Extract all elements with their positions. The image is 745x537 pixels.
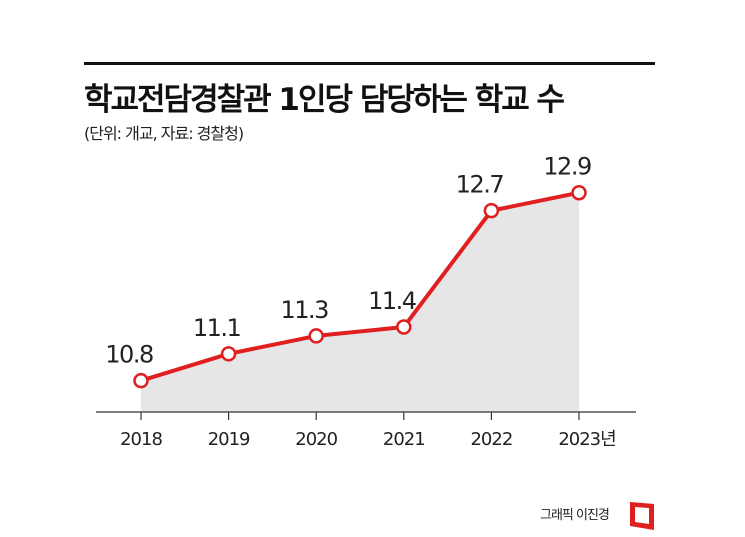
x-tick-label: 2021 [383,429,425,450]
data-label: 10.8 [105,341,153,369]
x-tick-label: 2023년 [558,429,615,450]
publisher-logo-icon [630,502,654,530]
chart-title: 학교전담경찰관 1인당 담당하는 학교 수 [84,82,565,118]
data-label: 11.1 [193,314,241,342]
data-point [220,346,237,362]
chart-subtitle: (단위: 개교, 자료: 경찰청) [84,124,244,143]
x-tick-label: 2022 [470,429,512,450]
data-point [396,319,412,335]
x-tick-label: 2019 [208,429,250,450]
data-label: 11.3 [280,296,328,324]
graphic-credit: 그래픽 이진경 [540,508,610,523]
data-label: 11.4 [368,287,416,315]
data-label: 12.7 [456,171,504,199]
x-tick-label: 2020 [295,429,337,450]
data-point [483,202,500,219]
area-fill [141,192,579,412]
data-point [308,328,324,344]
data-point [133,372,149,389]
series-line [140,190,580,383]
data-label: 12.9 [543,153,591,181]
x-tick-label: 2018 [120,429,162,450]
top-rule [84,62,655,65]
data-point [571,184,587,201]
